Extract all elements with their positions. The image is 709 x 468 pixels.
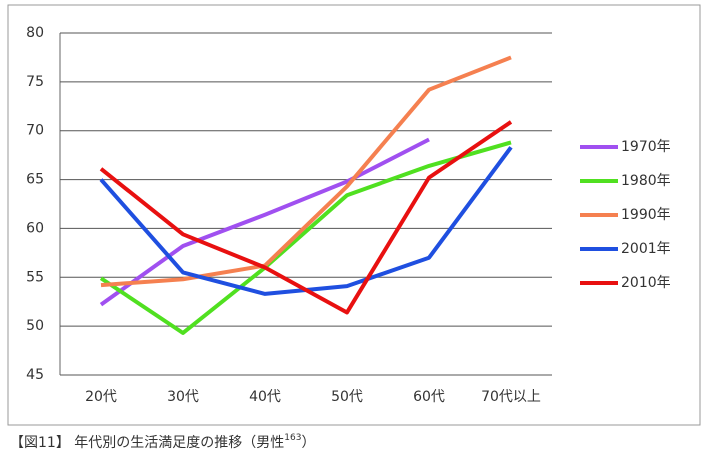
y-tick-label: 80 (26, 25, 44, 41)
caption-end: ） (301, 435, 315, 451)
caption: 【図11】 年代別の生活満足度の推移（男性163） (10, 433, 315, 452)
caption-sup: 163 (284, 433, 301, 443)
series-line (100, 55, 512, 288)
x-tick-label: 70代以上 (481, 389, 541, 405)
caption-main: 【図11】 年代別の生活満足度の推移（男性 (10, 435, 284, 451)
legend-label: 1980年 (621, 173, 671, 189)
y-tick-label: 50 (26, 318, 44, 334)
y-tick-label: 75 (26, 74, 44, 90)
legend-label: 1990年 (621, 207, 671, 223)
series-line (99, 120, 513, 315)
legend-label: 2010年 (621, 275, 671, 291)
y-tick-label: 55 (26, 269, 44, 285)
series-line (99, 140, 512, 335)
x-tick-label: 20代 (85, 389, 117, 405)
y-tick-label: 70 (26, 123, 44, 139)
x-tick-label: 30代 (167, 389, 199, 405)
x-tick-label: 50代 (331, 389, 363, 405)
series-line (99, 137, 430, 307)
y-tick-label: 45 (26, 367, 44, 383)
x-tick-label: 40代 (249, 389, 281, 405)
x-tick-label: 60代 (413, 389, 445, 405)
y-tick-label: 65 (26, 172, 44, 188)
y-tick-label: 60 (26, 220, 44, 236)
legend-label: 2001年 (621, 241, 671, 257)
legend-label: 1970年 (621, 139, 671, 155)
